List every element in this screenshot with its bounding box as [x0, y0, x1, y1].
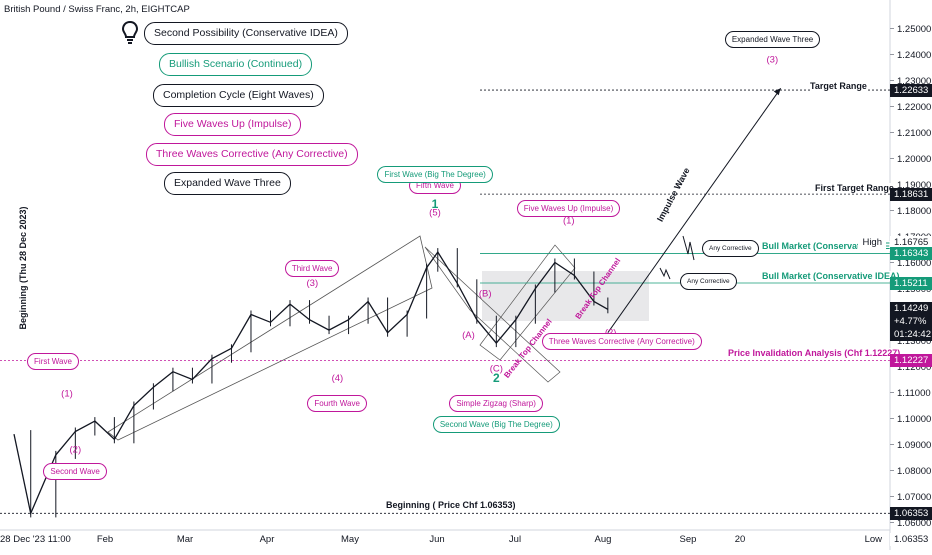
y-tick-label: 1.15000 [897, 284, 931, 295]
price-tag: 1.18631 [890, 187, 932, 201]
pill-second-possibility: Second Possibility (Conservative IDEA) [144, 22, 348, 45]
y-tick-label: 1.10000 [897, 414, 931, 425]
level-label: Bull Market (Conservative IDEA) [762, 241, 900, 251]
y-tick-label: 1.13000 [897, 336, 931, 347]
annotation-pill: First Wave [27, 353, 79, 371]
x-tick-label: Feb [97, 534, 113, 545]
annotation-pill: Second Wave [43, 462, 107, 480]
wave-label: (4) [332, 373, 344, 384]
highlight-zone [482, 271, 649, 321]
price-tag: 1.06353 [890, 506, 932, 520]
price-tag: 1.06353 [890, 532, 932, 546]
wave-label: (1) [61, 388, 73, 399]
wave-label: (5) [429, 208, 441, 219]
x-tick-label: Jul [509, 534, 521, 545]
y-tick-label: 1.06000 [897, 518, 931, 529]
annotation-pill: Expanded Wave Three [724, 30, 821, 48]
y-tick-label: 1.21000 [897, 128, 931, 139]
annotation-pill: Simple Zigzag (Sharp) [449, 394, 543, 412]
y-tick-label: 1.24000 [897, 50, 931, 61]
wave-label: (C) [490, 364, 503, 375]
price-tag-extra: 01:24:42 [890, 327, 932, 341]
x-tick-label: Aug [595, 534, 612, 545]
annotation-pill: Five Waves Up (Impulse) [516, 199, 621, 217]
y-tick-label: 1.23000 [897, 76, 931, 87]
pill-five-waves-up: Five Waves Up (Impulse) [164, 113, 302, 136]
y-tick-label: 1.25000 [897, 24, 931, 35]
lightbulb-icon [121, 20, 139, 46]
rotated-label: Beginning (Thu 28 Dec 2023) [18, 206, 28, 329]
y-tick-label: 1.18000 [897, 206, 931, 217]
projection-arrow [607, 88, 782, 333]
wave-label: 2 [493, 371, 500, 385]
wave-label: (B) [479, 288, 492, 299]
y-tick-label: 1.16000 [897, 258, 931, 269]
chart-title: British Pound / Swiss Franc, 2h, EIGHTCA… [4, 4, 190, 15]
level-label: Beginning ( Price Chf 1.06353) [386, 500, 516, 510]
x-tick-label: Sep [680, 534, 697, 545]
price-tag-label: High [858, 236, 886, 250]
x-tick-label: Apr [260, 534, 275, 545]
price-tag: 1.15211 [890, 276, 932, 290]
up-channel [479, 244, 576, 361]
level-label: Price Invalidation Analysis (Chf 1.12227… [728, 348, 901, 358]
zigzag-icon [659, 267, 671, 280]
x-tick-label: 20 [735, 534, 746, 545]
wave-label: (A) [462, 330, 475, 341]
annotation-pill: Three Waves Corrective (Any Corrective) [541, 332, 702, 350]
price-tag: 1.14249 [890, 301, 932, 315]
wave-label: 1 [432, 197, 439, 211]
pill-expanded-wave-three: Expanded Wave Three [164, 172, 291, 195]
y-tick-label: 1.22000 [897, 102, 931, 113]
price-line [13, 250, 609, 516]
channel-lines [107, 235, 433, 441]
y-tick-label: 1.09000 [897, 440, 931, 451]
price-tag-label: Low [860, 532, 886, 546]
pill-bullish-scenario: Bullish Scenario (Continued) [159, 53, 313, 76]
annotation-pill: Second Wave (Big The Degree) [432, 415, 560, 433]
price-tag: 1.16765 [890, 236, 932, 250]
y-tick-label: 1.08000 [897, 466, 931, 477]
down-channel [424, 246, 561, 383]
price-tag: 1.12227 [890, 354, 932, 368]
x-tick-label: Jun [429, 534, 444, 545]
annotation-pill: First Wave (Big The Degree) [377, 166, 493, 184]
pill-completion-cycle: Completion Cycle (Eight Waves) [153, 84, 324, 107]
level-label: Target Range [810, 81, 867, 91]
wave-label: (2) [70, 444, 82, 455]
y-tick-label: 1.11000 [897, 388, 931, 399]
level-label: Bull Market (Conservative IDEA) [762, 271, 900, 281]
y-tick-label: 1.20000 [897, 154, 931, 165]
level-label: First Target Range [815, 183, 894, 193]
y-tick-label: 1.12000 [897, 362, 931, 373]
x-tick-label: May [341, 534, 359, 545]
rotated-label: Impulse Wave [655, 166, 692, 223]
x-tick-label: Mar [177, 534, 193, 545]
any-corrective-pill: Any Corrective [680, 273, 737, 290]
wave-label: (3) [307, 278, 319, 289]
annotation-pill: Fourth Wave [307, 394, 367, 412]
x-tick-label: 28 Dec '23 11:00 [0, 534, 71, 545]
zigzag-icon [682, 235, 695, 261]
arrow-head-icon [773, 88, 781, 96]
price-tag: 1.22633 [890, 83, 932, 97]
wave-label: (1) [563, 216, 575, 227]
annotation-pill: Third Wave [284, 259, 340, 277]
price-tag-extra: +4.77% [890, 314, 932, 328]
any-corrective-pill: Any Corrective [702, 240, 759, 257]
wave-label: (3) [767, 54, 779, 65]
price-tag: 1.16343 [890, 247, 932, 261]
pill-three-waves-corrective: Three Waves Corrective (Any Corrective) [146, 143, 358, 166]
y-tick-label: 1.07000 [897, 492, 931, 503]
y-tick-label: 1.19000 [897, 180, 931, 191]
